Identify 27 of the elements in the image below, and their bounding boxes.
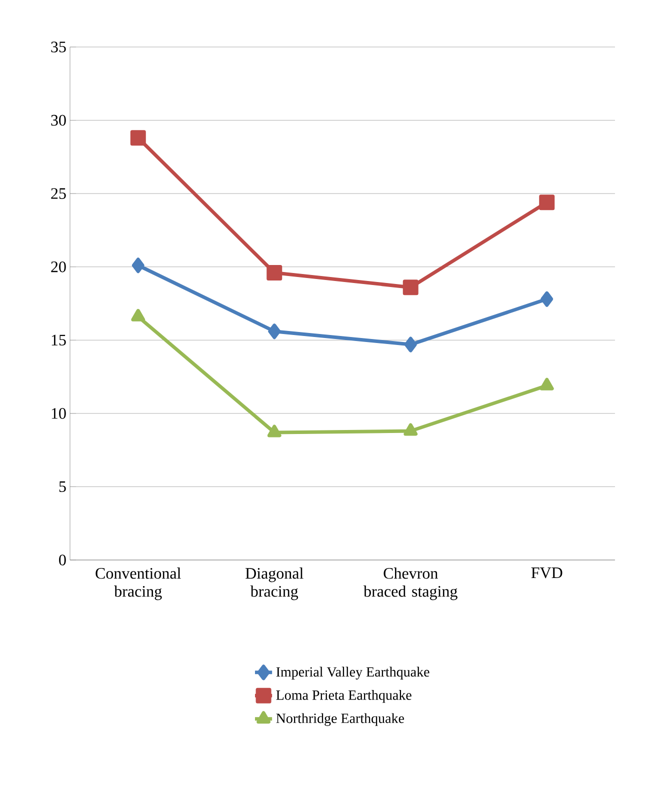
point	[539, 194, 555, 210]
point	[404, 336, 417, 352]
point	[131, 308, 146, 322]
legend-label: Northridge Earthquake	[276, 713, 404, 726]
legend-label: Loma Prieta Earthquake	[276, 690, 412, 703]
y-tick-label: 5	[59, 481, 66, 492]
point	[540, 378, 554, 390]
y-tick-label: 20	[51, 261, 66, 272]
point	[404, 423, 418, 436]
point	[266, 264, 282, 280]
y-tick-label: 25	[51, 188, 66, 199]
point	[132, 258, 144, 274]
point	[402, 280, 418, 296]
x-tick-label: Conventional bracing	[96, 568, 181, 600]
x-tick-label: FVD	[531, 568, 562, 578]
y-tick-label: 0	[59, 554, 66, 566]
y-tick-label: 15	[52, 334, 66, 346]
y-tick-label: 35	[51, 42, 66, 52]
x-tick-label: Diagonal bracing	[246, 568, 304, 600]
y-tick-label: 30	[51, 114, 66, 126]
x-tick-label: Chevron braced staging	[364, 568, 458, 600]
y-tick-label: 10	[52, 408, 66, 419]
legend-label: Imperial Valley Earthquake	[276, 666, 430, 680]
point	[130, 130, 146, 146]
point	[268, 324, 281, 340]
point	[540, 291, 554, 307]
point	[267, 424, 282, 438]
